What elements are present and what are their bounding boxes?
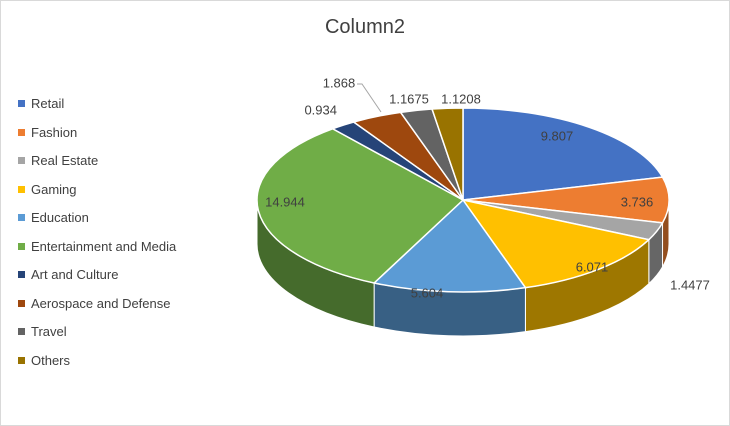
pie-top-faces bbox=[256, 107, 670, 293]
pie-slice-entertainment-and-media bbox=[256, 127, 465, 284]
data-label-entertainment-and-media: 14.944 bbox=[265, 194, 305, 209]
data-label-retail: 9.807 bbox=[541, 128, 574, 143]
legend-label: Education bbox=[31, 210, 89, 225]
legend-item-aerospace-and-defense: Aerospace and Defense bbox=[18, 296, 170, 311]
data-label-real-estate: 1.4477 bbox=[670, 277, 710, 292]
legend-label: Aerospace and Defense bbox=[31, 295, 171, 311]
legend-swatch bbox=[18, 128, 25, 136]
pie-slice-fashion bbox=[462, 176, 670, 224]
data-label-aerospace-and-defense: 1.868 bbox=[323, 75, 356, 90]
pie-slice-retail bbox=[462, 107, 664, 201]
data-label-others: 1.1208 bbox=[441, 91, 481, 106]
legend-label: Real Estate bbox=[31, 153, 99, 168]
legend-label: Retail bbox=[31, 96, 65, 111]
legend-item-retail: Retail bbox=[18, 96, 64, 111]
legend-swatch bbox=[18, 242, 25, 250]
legend-label: Entertainment and Media bbox=[31, 238, 177, 254]
legend-swatch bbox=[18, 356, 25, 364]
legend-label: Others bbox=[31, 352, 71, 368]
pie-side-walls bbox=[256, 199, 670, 337]
pie-slice-gaming bbox=[461, 198, 651, 289]
data-label-travel: 1.1675 bbox=[389, 91, 429, 106]
legend-swatch bbox=[18, 328, 25, 335]
legend-swatch bbox=[18, 271, 25, 278]
legend-item-entertainment-and-media: Entertainment and Media bbox=[18, 239, 176, 254]
legend-swatch bbox=[18, 100, 25, 107]
pie-slice-others bbox=[431, 107, 464, 201]
legend-item-art-and-culture: Art and Culture bbox=[18, 267, 118, 282]
legend-item-education: Education bbox=[18, 210, 89, 225]
legend-item-others: Others bbox=[18, 353, 70, 368]
legend-swatch bbox=[18, 185, 25, 193]
legend: Retail Fashion Real Estate Gaming Education E… bbox=[18, 96, 228, 386]
legend-swatch bbox=[18, 214, 25, 221]
legend-item-gaming: Gaming bbox=[18, 182, 77, 197]
legend-item-travel: Travel bbox=[18, 324, 67, 339]
pie-slice-education bbox=[372, 198, 527, 293]
legend-item-real-estate: Real Estate bbox=[18, 153, 98, 168]
legend-label: Gaming bbox=[31, 181, 77, 197]
leader-line bbox=[357, 83, 382, 113]
data-labels: 9.807 3.736 1.4477 6.071 5.604 14.944 0.934 1.8… bbox=[265, 75, 710, 300]
data-label-art-and-culture: 0.934 bbox=[304, 102, 337, 117]
legend-label: Art and Culture bbox=[31, 267, 119, 282]
legend-label: Fashion bbox=[31, 124, 78, 140]
data-label-gaming: 6.071 bbox=[576, 259, 609, 274]
legend-label: Travel bbox=[31, 324, 67, 339]
legend-item-fashion: Fashion bbox=[18, 125, 77, 140]
legend-swatch bbox=[18, 157, 25, 164]
legend-swatch bbox=[18, 299, 25, 307]
data-label-education: 5.604 bbox=[411, 285, 444, 300]
data-label-fashion: 3.736 bbox=[621, 194, 654, 209]
chart-title: Column2 bbox=[324, 16, 406, 38]
